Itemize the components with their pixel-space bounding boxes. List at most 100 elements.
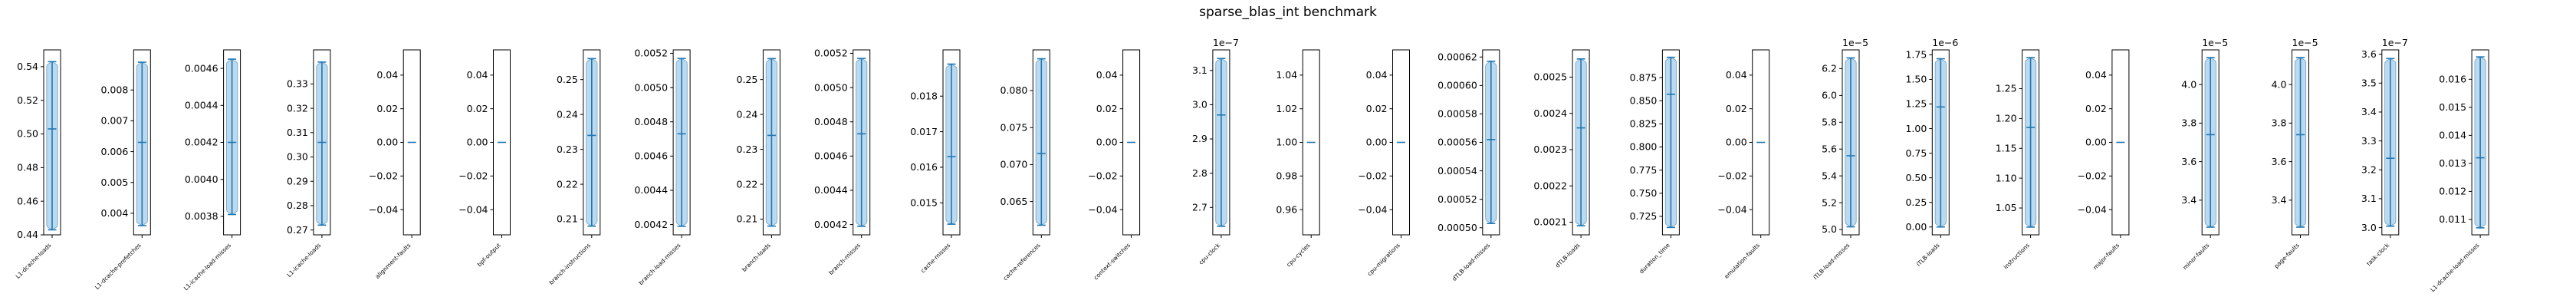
- y-tick-label: 0.75: [1905, 147, 1927, 159]
- y-tick-label: 0.0048: [634, 116, 668, 127]
- subplots: 0.440.460.480.500.520.54L1-dcache-loads0…: [15, 37, 2489, 293]
- y-tick-label: 0.0042: [814, 219, 848, 230]
- y-tick-label: 0.29: [287, 175, 308, 187]
- y-tick-label: 5.2: [1822, 196, 1837, 208]
- y-tick-label: 0.0044: [185, 100, 219, 111]
- y-tick-label: 0.00: [1096, 137, 1118, 148]
- y-tick-label: 0.0025: [1533, 71, 1567, 83]
- y-tick-label: 0.00058: [1438, 108, 1477, 120]
- y-tick-label: 0.23: [557, 144, 578, 155]
- y-tick-label: 0.0024: [1533, 107, 1567, 119]
- y-tick-label: −0.04: [458, 203, 488, 215]
- y-tick-label: −0.02: [369, 170, 398, 182]
- panel-branch-load-misses: 0.0042 0.0044 0.0046 0.0048 0.0050 0.0052 bran…: [634, 48, 691, 286]
- y-tick-label: 0.00054: [1438, 165, 1477, 177]
- panel-cpu-cycles: 0.96 0.98 1.00 1.02 1.04 cpu-cycles: [1276, 49, 1320, 268]
- x-tick-label: L1-icache-load-misses: [182, 242, 232, 292]
- y-tick-label: 3.6: [2361, 48, 2377, 60]
- y-tick-label: 2.8: [1192, 167, 1208, 179]
- x-tick-label: L1-icache-loads: [286, 242, 323, 279]
- y-tick-label: 3.8: [2272, 117, 2287, 129]
- x-tick-label: L1-dcache-load-misses: [2429, 242, 2480, 293]
- x-tick-label: L1-dcache-loads: [15, 242, 53, 280]
- y-tick-label: 4.0: [2272, 78, 2287, 90]
- y-tick-label: −0.02: [1358, 170, 1387, 182]
- panel-iTLB-load-misses: 5.0 5.2 5.4 5.6 5.8 6.0 6.2 1e−5 iTLB-load-misse…: [1812, 37, 1868, 281]
- y-tick-label: 0.0042: [634, 219, 668, 230]
- x-tick-label: branch-load-misses: [637, 242, 682, 286]
- y-tick-label: 0.02: [1726, 103, 1747, 114]
- y-tick-label: −0.04: [1358, 203, 1387, 215]
- y-tick-label: 0.96: [1276, 203, 1297, 215]
- y-tick-label: 3.1: [2361, 193, 2377, 204]
- y-tick-label: 6.2: [1822, 63, 1837, 74]
- x-tick-label: dTLB-load-misses: [1451, 242, 1491, 282]
- y-tick-label: 1.00: [1905, 123, 1927, 134]
- y-tick-label: 0.005: [101, 177, 129, 188]
- y-tick-label: 0.00: [1726, 137, 1747, 148]
- y-tick-label: 1.15: [1996, 142, 2017, 154]
- panel-duration_time: 0.725 0.750 0.775 0.800 0.825 0.850 0.875 durat…: [1630, 49, 1680, 275]
- panel-alignment-faults: −0.04 −0.02 0.00 0.02 0.04 alignment-faults: [369, 49, 421, 280]
- y-tick-label: 3.0: [2361, 222, 2377, 233]
- y-tick-label: −0.02: [1088, 170, 1117, 182]
- panel-branch-misses: 0.0042 0.0044 0.0046 0.0048 0.0050 0.0052 bran…: [814, 48, 871, 276]
- y-tick-label: 3.5: [2361, 78, 2377, 89]
- y-tick-label: 0.00: [1905, 221, 1927, 233]
- y-tick-label: 0.0038: [185, 210, 219, 222]
- y-tick-label: 0.04: [1366, 69, 1388, 81]
- y-tick-label: 0.0044: [634, 184, 668, 196]
- axis-offset-label: 1e−7: [2382, 37, 2408, 48]
- y-tick-label: 0.21: [737, 213, 758, 225]
- y-tick-label: 1.10: [1996, 172, 2017, 183]
- y-tick-label: 0.25: [1905, 196, 1927, 208]
- x-tick-label: emulation-faults: [1723, 242, 1761, 280]
- y-tick-label: 0.008: [101, 84, 129, 95]
- x-tick-label: L1-dcache-prefetches: [94, 242, 143, 291]
- axis-offset-label: 1e−5: [2202, 37, 2228, 48]
- y-tick-label: 0.080: [1001, 84, 1028, 96]
- y-tick-label: −0.04: [369, 203, 398, 215]
- x-tick-label: cache-misses: [919, 242, 951, 274]
- y-tick-label: 2.9: [1192, 133, 1208, 144]
- y-tick-label: 0.0022: [1533, 180, 1567, 191]
- y-tick-label: 0.98: [1276, 170, 1297, 182]
- x-tick-label: iTLB-loads: [1915, 242, 1941, 268]
- panel-dTLB-load-misses: 0.00050 0.00052 0.00054 0.00056 0.00058 0.000…: [1438, 49, 1500, 282]
- y-tick-label: 0.0044: [814, 184, 848, 196]
- y-tick-label: 0.775: [1630, 164, 1658, 176]
- panel-page-faults: 3.4 3.6 3.8 4.0 1e−5 page-faults: [2272, 37, 2318, 269]
- panel-major-faults: −0.04 −0.02 0.00 0.02 0.04 major-faults: [2078, 49, 2130, 271]
- y-tick-label: 0.00050: [1438, 222, 1477, 233]
- y-tick-label: 0.800: [1630, 141, 1658, 153]
- y-tick-label: −0.04: [2078, 203, 2107, 215]
- panel-cache-misses: 0.015 0.016 0.017 0.018 cache-misses: [910, 49, 961, 274]
- y-tick-label: 0.0021: [1533, 216, 1567, 228]
- y-tick-label: 0.04: [1096, 69, 1118, 81]
- y-tick-label: 0.725: [1630, 210, 1658, 222]
- y-tick-label: 0.31: [287, 127, 308, 138]
- y-tick-label: 5.4: [1822, 170, 1837, 181]
- x-tick-label: major-faults: [2091, 242, 2121, 271]
- y-tick-label: 0.0042: [185, 137, 219, 148]
- y-tick-label: 0.50: [17, 128, 38, 140]
- panel-branch-loads: 0.21 0.22 0.23 0.24 0.25 branch-loads: [737, 49, 780, 273]
- x-tick-label: cpu-clock: [1198, 242, 1222, 266]
- y-tick-label: 1.75: [1905, 49, 1927, 61]
- y-tick-label: −0.02: [458, 170, 488, 182]
- y-tick-label: 6.0: [1822, 90, 1837, 101]
- x-tick-label: dTLB-loads: [1554, 242, 1582, 269]
- y-tick-label: 3.0: [1192, 99, 1208, 111]
- panel-L1-icache-loads: 0.27 0.28 0.29 0.30 0.31 0.32 0.33 L1-icache-lo…: [286, 49, 331, 279]
- y-tick-label: 0.012: [2439, 186, 2466, 197]
- y-tick-label: 0.875: [1630, 71, 1658, 83]
- y-tick-label: 0.25: [557, 74, 578, 85]
- y-tick-label: 0.28: [287, 200, 308, 211]
- panel-task-clock: 3.0 3.1 3.2 3.3 3.4 3.5 3.6 1e−7 task-clock: [2361, 37, 2408, 267]
- x-tick-label: bpf-output: [476, 242, 502, 268]
- y-tick-label: 0.015: [2439, 101, 2466, 113]
- panel-emulation-faults: −0.04 −0.02 0.00 0.02 0.04 emulation-faults: [1717, 49, 1770, 280]
- y-tick-label: 3.8: [2181, 117, 2196, 129]
- y-tick-label: 3.1: [1192, 64, 1208, 76]
- y-tick-label: 0.0052: [814, 48, 848, 59]
